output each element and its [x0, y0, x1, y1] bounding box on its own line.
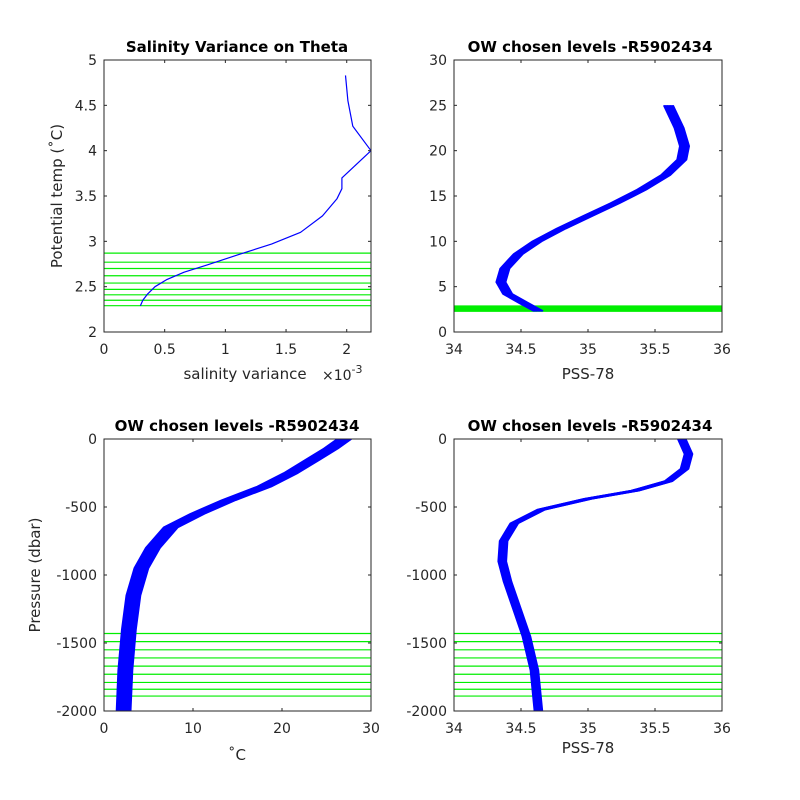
x-tick-label: 34 [445, 721, 463, 737]
x-axis-label: salinity variance [183, 365, 306, 383]
x-axis-label: ˚C [228, 746, 246, 764]
x-tick-label: 1 [221, 342, 230, 358]
x-tick-label: 20 [273, 721, 291, 737]
plot-area [454, 439, 722, 711]
plot-area [454, 104, 722, 312]
y-tick-label: 5 [438, 280, 447, 296]
chart-title: Salinity Variance on Theta [126, 38, 348, 56]
plot-area [104, 75, 371, 307]
y-tick-label: 3.5 [75, 189, 97, 205]
y-tick-label: -1000 [56, 568, 97, 584]
panel-salinity-vs-pressure: OW chosen levels -R5902434 34 34.5 35 35.5 3… [406, 417, 731, 757]
x-tick-label: 2 [342, 342, 351, 358]
tick-group: 0 10 20 30 -2000 -1500 -1000 -500 0 [56, 432, 380, 737]
chart-title: OW chosen levels -R5902434 [468, 38, 713, 56]
x-tick-label: 0 [100, 342, 109, 358]
plot-area [104, 439, 371, 711]
y-tick-label: -500 [415, 500, 447, 516]
x-axis-label: PSS-78 [562, 739, 615, 757]
chart-title: OW chosen levels -R5902434 [115, 417, 360, 435]
y-tick-label: 10 [429, 234, 447, 250]
x-tick-label: 0.5 [154, 342, 176, 358]
tick-group: 34 34.5 35 35.5 36 -2000 -1500 -1000 -500 0 [406, 432, 731, 737]
panel-temperature-vs-pressure: OW chosen levels -R5902434 0 10 20 30 -2000 -… [26, 417, 380, 764]
y-axis-label: Pressure (dbar) [26, 518, 44, 633]
x-tick-label: 1.5 [275, 342, 297, 358]
profile-line [129, 439, 352, 711]
y-tick-label: 5 [88, 53, 97, 69]
series-line [139, 75, 371, 306]
x-tick-label: 34.5 [505, 342, 536, 358]
y-tick-label: 20 [429, 144, 447, 160]
x-tick-label: 0 [100, 721, 109, 737]
x-tick-label: 35.5 [639, 342, 670, 358]
y-tick-label: -1500 [56, 636, 97, 652]
panel-salinity-variance: Salinity Variance on Theta 0 0.5 1 1.5 2 2 2.5… [48, 38, 372, 384]
x-tick-label: 36 [713, 342, 731, 358]
y-tick-label: 25 [429, 98, 447, 114]
x-tick-label: 35 [579, 721, 597, 737]
profile-line [505, 439, 694, 711]
y-tick-label: -1500 [406, 636, 447, 652]
profile-line [504, 104, 691, 312]
y-tick-label: 4 [88, 144, 97, 160]
y-tick-label: 15 [429, 189, 447, 205]
tick-group: 34 34.5 35 35.5 36 0 5 10 15 20 25 30 [429, 53, 731, 358]
x-tick-label: 35 [579, 342, 597, 358]
x-axis-label: PSS-78 [562, 365, 615, 383]
y-tick-label: 0 [88, 432, 97, 448]
x-tick-label: 34.5 [505, 721, 536, 737]
y-tick-label: -2000 [56, 704, 97, 720]
y-tick-label: -500 [65, 500, 97, 516]
x-tick-label: 36 [713, 721, 731, 737]
y-tick-label: 3 [88, 234, 97, 250]
x-tick-label: 30 [362, 721, 380, 737]
x-tick-label: 35.5 [639, 721, 670, 737]
y-axis-label: Potential temp (˚C) [48, 124, 66, 268]
y-tick-label: 0 [438, 325, 447, 341]
x-tick-label: 34 [445, 342, 463, 358]
y-tick-label: -2000 [406, 704, 447, 720]
x-exponent-label: ×10-3 [322, 363, 363, 384]
y-tick-label: 2.5 [75, 280, 97, 296]
y-tick-label: 2 [88, 325, 97, 341]
x-tick-label: 10 [184, 721, 202, 737]
y-tick-label: -1000 [406, 568, 447, 584]
tick-group: 0 0.5 1 1.5 2 2 2.5 3 3.5 4 4.5 5 [75, 53, 371, 358]
y-tick-label: 4.5 [75, 98, 97, 114]
y-tick-label: 30 [429, 53, 447, 69]
y-tick-label: 0 [438, 432, 447, 448]
chart-title: OW chosen levels -R5902434 [468, 417, 713, 435]
panel-salinity-vs-theta: OW chosen levels -R5902434 34 34.5 35 35.5 3… [429, 38, 731, 383]
